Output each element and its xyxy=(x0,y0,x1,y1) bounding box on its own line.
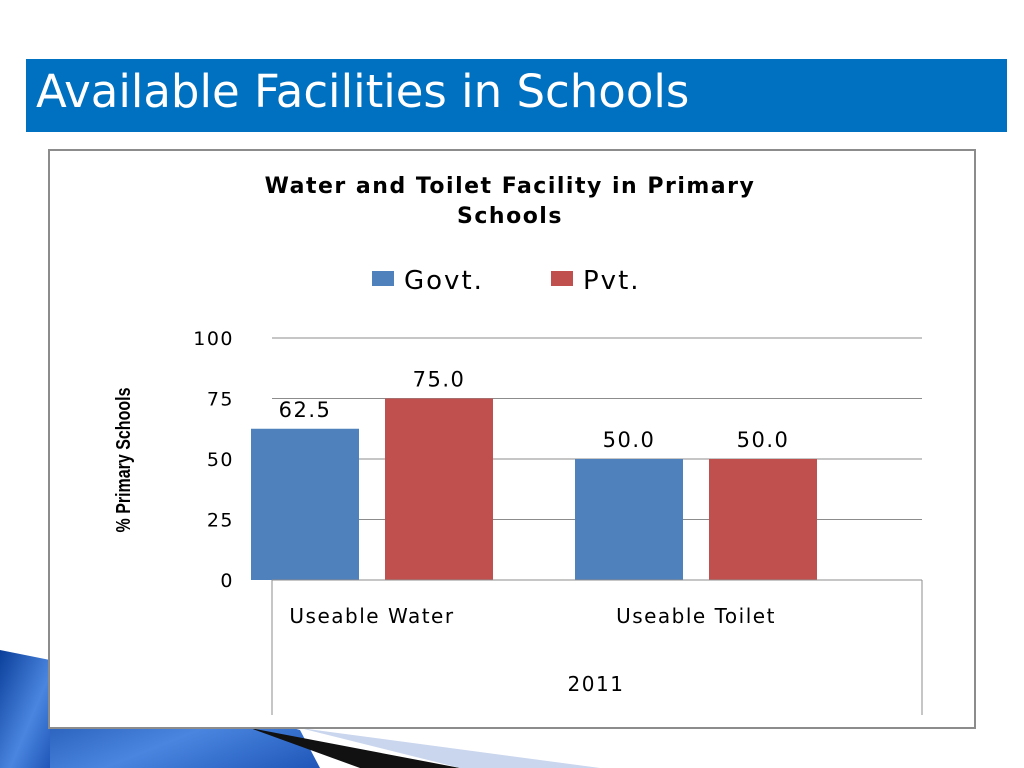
data-label: 50.0 xyxy=(603,428,656,452)
y-tick-label: 100 xyxy=(193,328,234,350)
bar xyxy=(385,398,493,580)
chart-legend: Govt. Pvt. xyxy=(372,266,641,296)
y-tick-label: 50 xyxy=(207,449,234,471)
x-axis: Useable Water Useable Toilet xyxy=(271,579,923,715)
category-label: Useable Water xyxy=(289,604,454,628)
legend-label: Pvt. xyxy=(583,266,641,296)
bar xyxy=(575,459,683,580)
legend-label: Govt. xyxy=(404,266,484,296)
chart-bars: 62.5 75.0 50.0 50.0 xyxy=(251,368,817,580)
slide-title: Available Facilities in Schools xyxy=(26,59,1007,132)
chart-title-line-2: Schools xyxy=(457,204,563,229)
y-tick-label: 75 xyxy=(207,389,234,411)
legend-swatch xyxy=(372,271,394,286)
bar-chart: Water and Toilet Facility in Primary Sch… xyxy=(112,174,923,715)
y-axis-label: % Primary Schools xyxy=(112,388,134,533)
data-label: 75.0 xyxy=(413,368,466,392)
y-axis-ticks: 0 25 50 75 100 xyxy=(193,328,234,592)
chart-title-line-1: Water and Toilet Facility in Primary xyxy=(265,174,756,199)
bar xyxy=(251,428,359,580)
y-tick-label: 0 xyxy=(220,570,234,592)
chart-frame xyxy=(48,149,976,729)
bar xyxy=(709,459,817,580)
legend-swatch xyxy=(551,271,573,286)
x-axis-label: 2011 xyxy=(568,672,625,696)
category-label: Useable Toilet xyxy=(616,604,776,628)
data-label: 62.5 xyxy=(279,398,332,422)
y-tick-label: 25 xyxy=(207,510,234,532)
data-label: 50.0 xyxy=(737,428,790,452)
